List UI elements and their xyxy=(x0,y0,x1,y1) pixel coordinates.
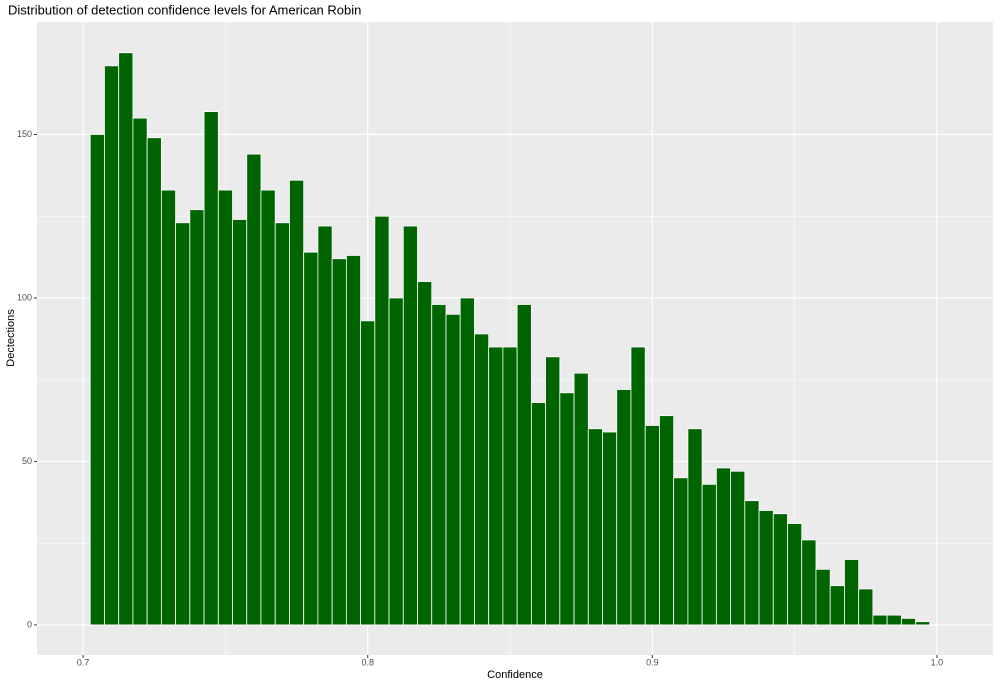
bar xyxy=(374,215,390,626)
bar xyxy=(118,52,134,626)
bar xyxy=(360,320,376,626)
chart-title: Distribution of detection confidence lev… xyxy=(8,2,361,17)
bar xyxy=(815,568,831,626)
bar xyxy=(146,137,162,626)
bar xyxy=(260,189,276,626)
x-axis-label: Confidence xyxy=(487,669,543,681)
bar xyxy=(104,65,120,626)
bar xyxy=(175,222,191,626)
bar xyxy=(858,588,874,626)
x-tick-label: 0.9 xyxy=(646,657,659,667)
bar xyxy=(758,510,774,626)
bar xyxy=(89,134,105,626)
y-tick-label: 100 xyxy=(17,292,32,302)
bar xyxy=(203,111,219,626)
bar xyxy=(559,392,575,626)
bar xyxy=(602,431,618,626)
bar xyxy=(530,402,546,626)
bar xyxy=(730,470,746,626)
y-tick-label: 150 xyxy=(17,129,32,139)
bar xyxy=(345,255,361,626)
bar xyxy=(502,346,518,626)
bar xyxy=(744,500,760,626)
bar xyxy=(900,617,916,626)
bar xyxy=(616,389,632,626)
x-tick-label: 1.0 xyxy=(931,657,944,667)
bar xyxy=(388,297,404,626)
bar xyxy=(402,225,418,626)
bar xyxy=(715,467,731,626)
bar xyxy=(417,281,433,626)
bar xyxy=(701,483,717,626)
bar xyxy=(829,585,845,626)
bar xyxy=(331,258,347,626)
bar xyxy=(459,297,475,626)
bar xyxy=(516,304,532,626)
bar xyxy=(289,179,305,626)
bar xyxy=(545,356,561,626)
bar xyxy=(431,304,447,626)
y-tick-label: 0 xyxy=(27,619,32,629)
x-tick-label: 0.7 xyxy=(77,657,90,667)
bar xyxy=(445,313,461,626)
bar xyxy=(132,117,148,626)
bar xyxy=(630,346,646,626)
bar xyxy=(189,209,205,626)
bar xyxy=(772,513,788,626)
bar xyxy=(844,559,860,626)
bar xyxy=(872,614,888,626)
bar xyxy=(303,251,319,626)
bar xyxy=(274,222,290,626)
bar xyxy=(246,153,262,626)
bar xyxy=(787,523,803,626)
bar xyxy=(573,372,589,626)
bar xyxy=(673,477,689,626)
bar xyxy=(644,425,660,626)
bar xyxy=(886,614,902,626)
x-tick-label: 0.8 xyxy=(361,657,374,667)
bar xyxy=(317,225,333,626)
bar xyxy=(915,621,931,626)
bar xyxy=(801,539,817,626)
y-tick-label: 50 xyxy=(22,456,32,466)
bar xyxy=(687,428,703,626)
bar xyxy=(474,333,490,626)
bar xyxy=(488,346,504,626)
bar xyxy=(659,415,675,626)
bar xyxy=(232,219,248,626)
y-axis-label: Dectections xyxy=(5,309,17,367)
bar xyxy=(160,189,177,626)
bar xyxy=(217,189,233,626)
bar xyxy=(587,428,603,626)
